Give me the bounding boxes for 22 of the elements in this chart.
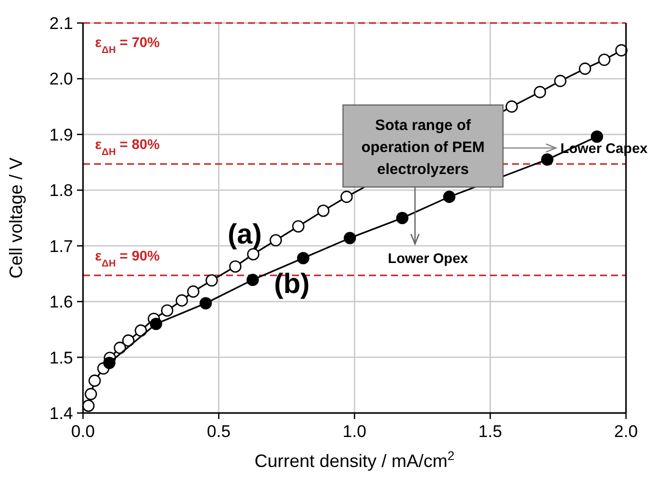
y-tick-label: 1.5: [49, 348, 73, 368]
y-tick-label: 1.7: [49, 236, 73, 256]
annotation: Lower Opex: [388, 250, 468, 266]
y-axis-title: Cell voltage / V: [6, 157, 26, 279]
y-tick-label: 2.0: [49, 70, 73, 89]
annotation: ε$_{ΔH}$ = 70%: [95, 34, 160, 56]
x-tick-label: 2.0: [614, 422, 638, 441]
y-tick-label: 1.4: [49, 404, 73, 423]
annotation: ε$_{ΔH}$ = 90%: [95, 247, 160, 269]
y-tick-label: 1.6: [49, 292, 73, 312]
x-tick-label: 1.0: [342, 422, 366, 441]
y-tick-label: 1.9: [49, 125, 73, 144]
series-label: (b): [274, 268, 310, 300]
x-tick-label: 0.5: [206, 422, 231, 441]
x-tick-label: 0.0: [71, 422, 95, 441]
y-tick-label: 2.1: [49, 14, 73, 33]
x-tick-label: 1.5: [478, 422, 502, 441]
y-tick-label: 1.8: [49, 181, 73, 200]
series-label: (a): [228, 218, 262, 250]
x-axis-title: Current density / mA/cm$^{2}$: [254, 449, 455, 471]
annotation: Sota range of operation of PEM electrolyzers: [361, 117, 485, 178]
annotation: ε$_{ΔH}$ = 80%: [95, 136, 160, 158]
